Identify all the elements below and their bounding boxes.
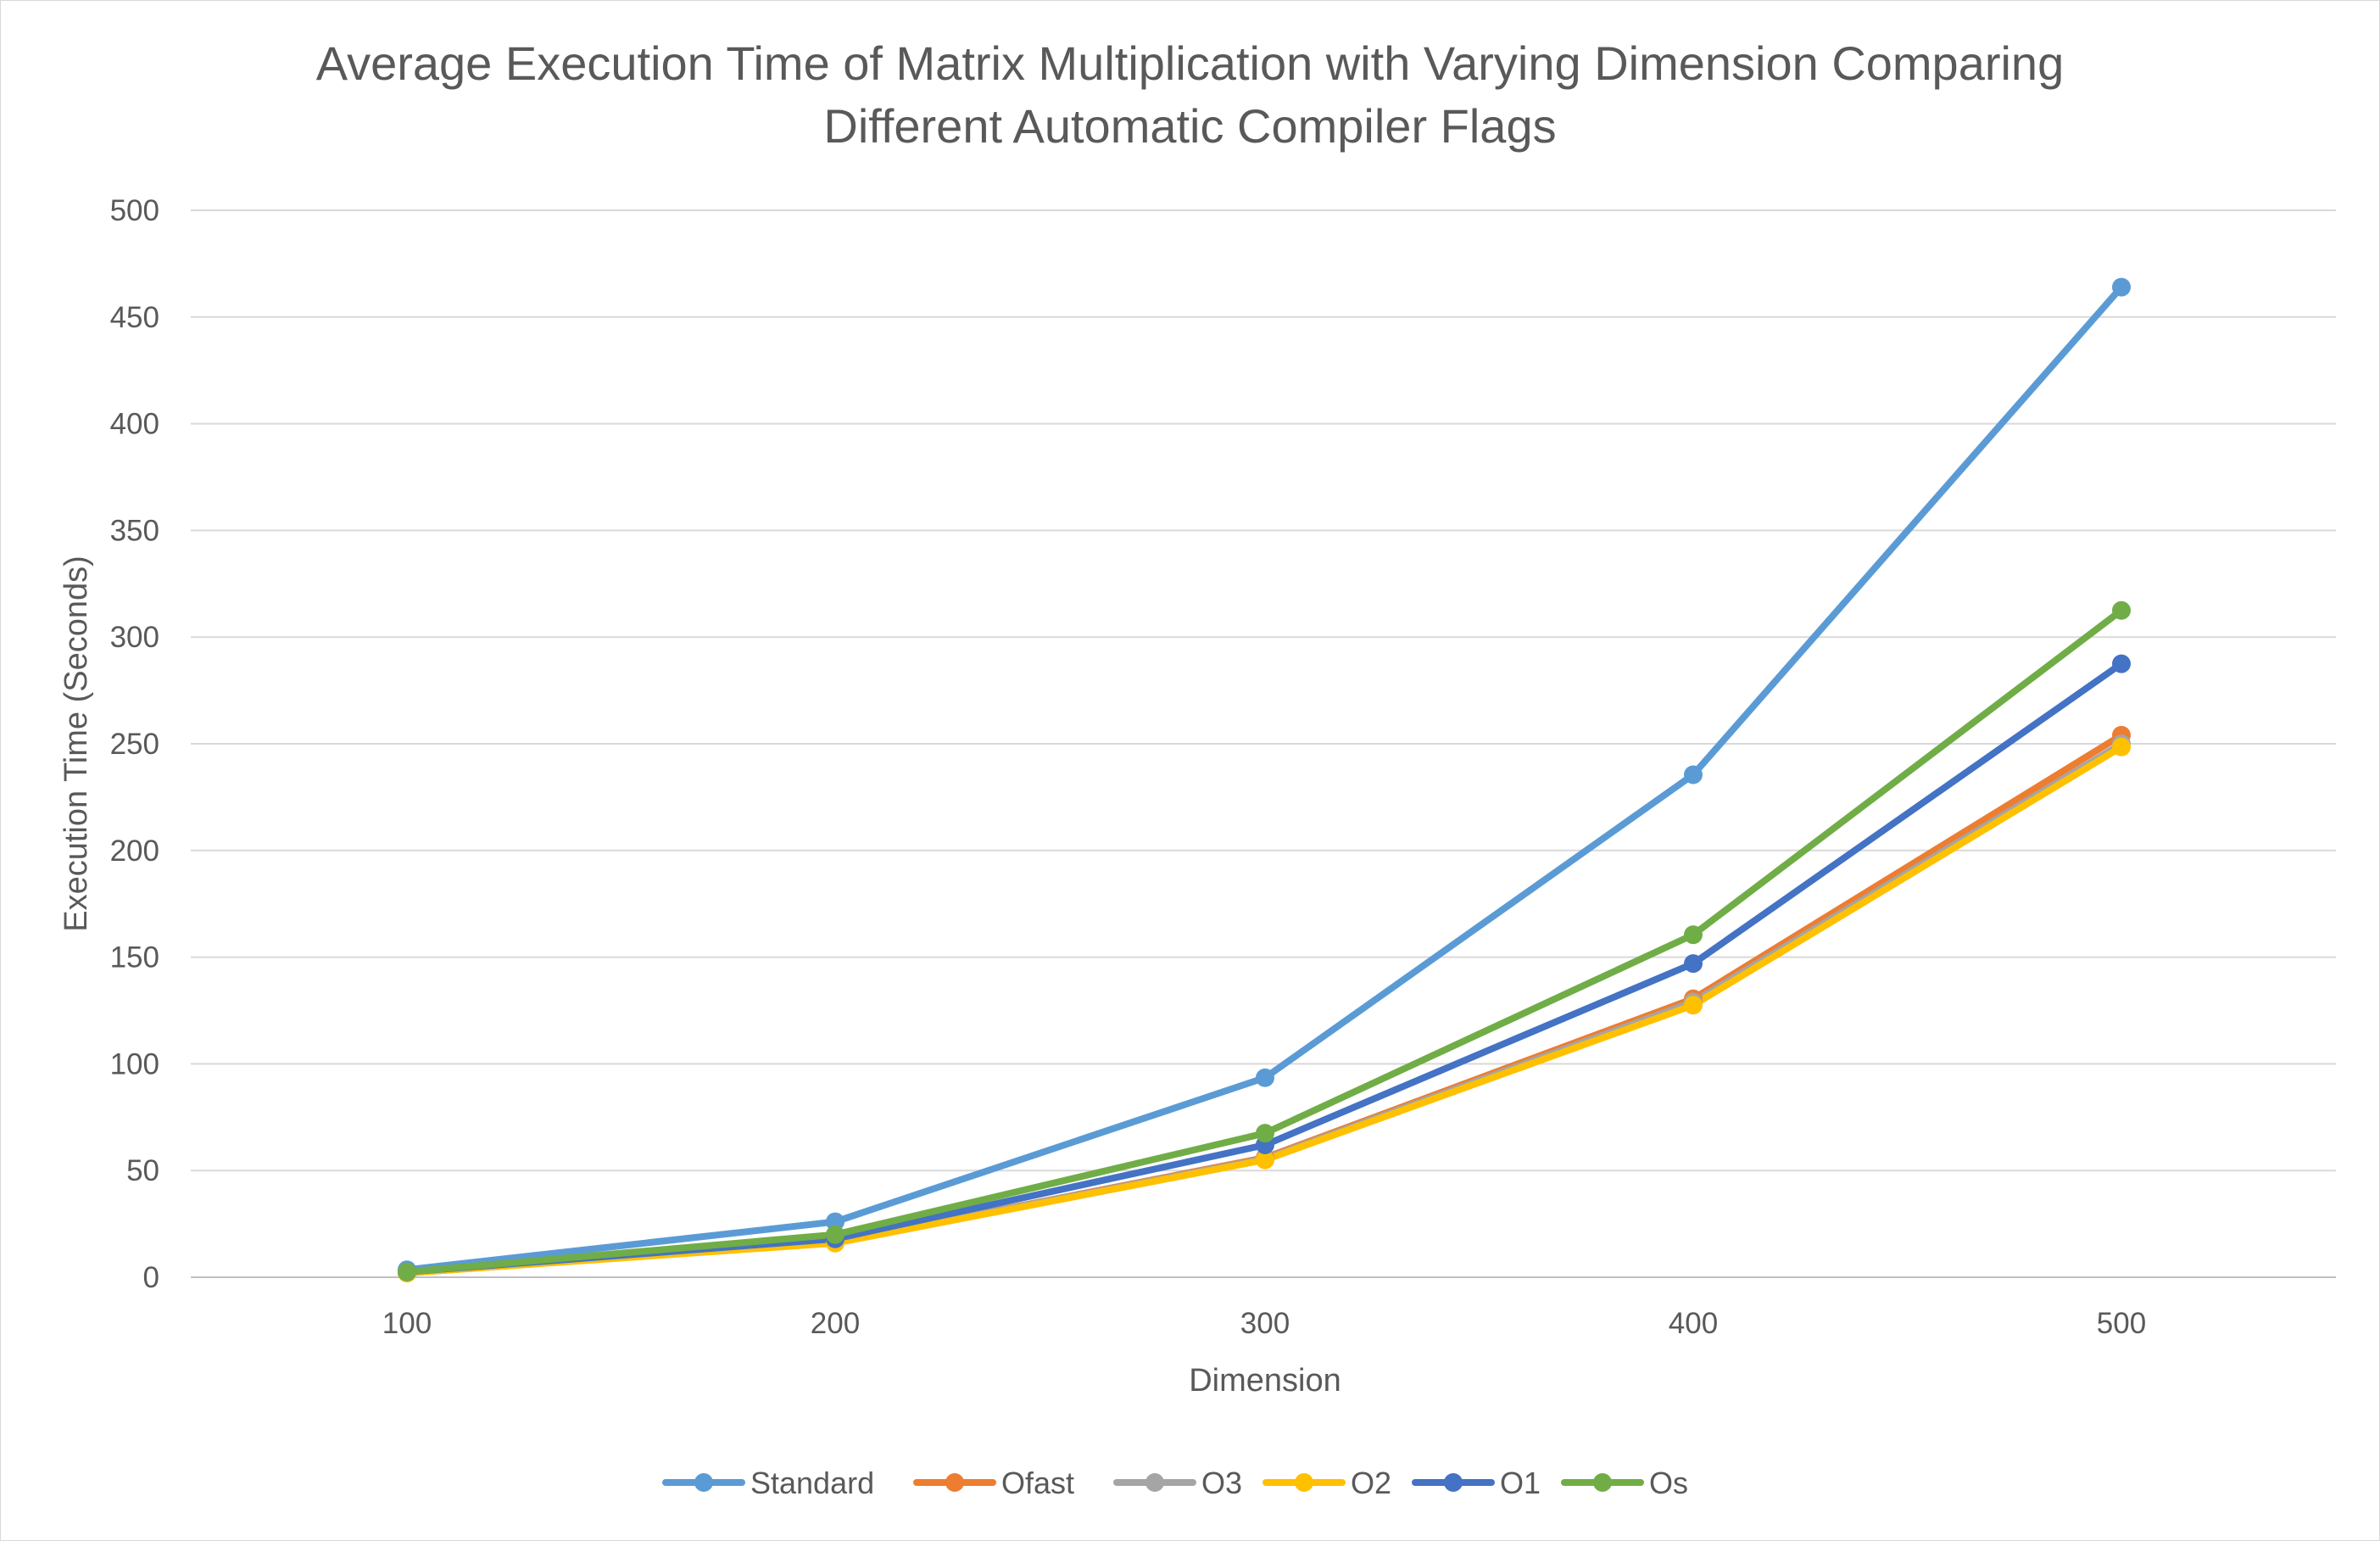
series-line-o1 [404, 660, 2125, 1276]
legend-swatch-marker [1145, 1473, 1164, 1492]
data-point-o2 [1256, 1150, 1274, 1170]
x-tick-label: 300 [1240, 1307, 1290, 1340]
legend-swatch-marker [1593, 1473, 1612, 1492]
x-tick-label: 400 [1669, 1307, 1718, 1340]
y-tick-label: 450 [110, 301, 159, 334]
y-tick-label: 300 [110, 621, 159, 654]
legend-label: O2 [1351, 1466, 1391, 1500]
x-tick-label: 100 [382, 1307, 432, 1340]
legend-label: Standard [750, 1466, 874, 1500]
y-tick-label: 400 [110, 408, 159, 441]
legend-label: Ofast [1001, 1466, 1074, 1500]
legend: Standard Ofast O3 O2 O1 Os [662, 1466, 1688, 1500]
data-point-standard [826, 1212, 844, 1231]
series-line-o2 [404, 743, 2125, 1276]
y-tick-label: 200 [110, 835, 159, 868]
chart-title-line-2: Different Automatic Compiler Flags [823, 99, 1557, 153]
legend-item-o2: O2 [1262, 1466, 1391, 1500]
legend-swatch-marker [1444, 1473, 1463, 1492]
data-point-o2 [1684, 996, 1703, 1015]
data-point-os [1256, 1124, 1274, 1143]
tick-labels: 0 50 100 150 200 250 300 350 400 450 500 100 200 300 4… [110, 194, 2147, 1340]
y-tick-label: 50 [126, 1154, 159, 1187]
legend-label: Os [1649, 1466, 1688, 1500]
y-tick-label: 150 [110, 941, 159, 974]
y-tick-label: 0 [143, 1261, 159, 1294]
y-axis-title: Execution Time (Seconds) [59, 556, 94, 932]
chart-title: Average Execution Time of Matrix Multipl… [170, 32, 2210, 158]
data-point-os [1684, 925, 1703, 945]
data-point-standard [2112, 277, 2131, 297]
legend-item-ofast: Ofast [913, 1466, 1074, 1500]
y-tick-label: 250 [110, 728, 159, 761]
data-point-standard [1684, 765, 1703, 784]
series-markers [398, 277, 2131, 1282]
legend-swatch-marker [1295, 1473, 1313, 1492]
legend-item-standard: Standard [662, 1466, 874, 1500]
gridlines [191, 209, 2336, 1172]
data-point-os [2112, 600, 2131, 620]
series-line-o3 [404, 740, 2125, 1276]
y-tick-label: 100 [110, 1047, 159, 1080]
data-point-o2 [2112, 737, 2131, 757]
data-point-os [398, 1262, 416, 1281]
legend-swatch-marker [945, 1473, 964, 1492]
data-point-o1 [2112, 654, 2131, 673]
series-line-standard [404, 283, 2125, 1274]
legend-label: O3 [1201, 1466, 1242, 1500]
data-point-standard [1256, 1068, 1274, 1087]
x-tick-label: 200 [811, 1307, 860, 1340]
x-tick-label: 500 [2097, 1307, 2146, 1340]
chart-title-line-1: Average Execution Time of Matrix Multipl… [315, 36, 2065, 90]
legend-item-o1: O1 [1412, 1466, 1541, 1500]
data-point-os [826, 1225, 844, 1244]
x-axis-title: Dimension [1189, 1363, 1341, 1399]
legend-item-os: Os [1561, 1466, 1688, 1500]
y-tick-label: 500 [110, 194, 159, 227]
series-line-ofast [404, 731, 2125, 1276]
series-line-os [404, 606, 2125, 1276]
y-tick-label: 350 [110, 514, 159, 547]
legend-item-o3: O3 [1113, 1466, 1242, 1500]
legend-swatch-marker [694, 1473, 713, 1492]
data-point-o1 [1684, 954, 1703, 974]
legend-label: O1 [1500, 1466, 1541, 1500]
